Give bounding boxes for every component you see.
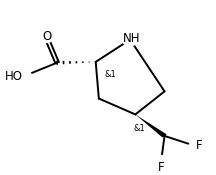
Text: F: F bbox=[158, 161, 165, 174]
Polygon shape bbox=[135, 114, 167, 138]
Circle shape bbox=[41, 34, 52, 43]
Text: HO: HO bbox=[5, 70, 23, 83]
Text: NH: NH bbox=[122, 32, 140, 45]
Text: F: F bbox=[196, 139, 203, 152]
Circle shape bbox=[16, 70, 32, 82]
Text: O: O bbox=[42, 30, 51, 43]
Circle shape bbox=[157, 156, 166, 163]
Circle shape bbox=[122, 34, 138, 46]
Text: &1: &1 bbox=[133, 124, 145, 133]
Circle shape bbox=[189, 142, 198, 149]
Text: &1: &1 bbox=[104, 70, 116, 79]
